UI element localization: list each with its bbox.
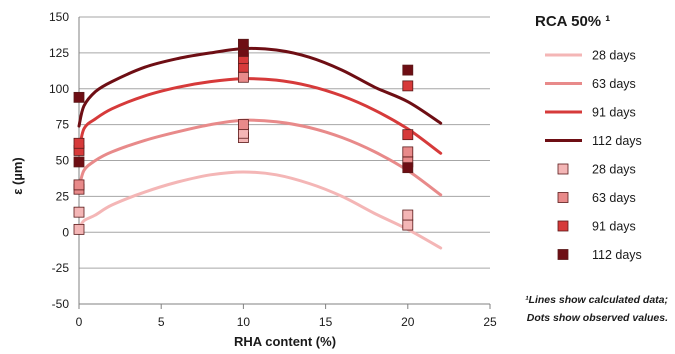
legend-label: 91 days bbox=[592, 220, 636, 234]
y-tick-label: -25 bbox=[52, 261, 70, 275]
data-point-series-1 bbox=[402, 209, 414, 221]
data-point-series-1 bbox=[73, 206, 85, 218]
x-tick-label: 15 bbox=[319, 315, 333, 329]
axes bbox=[78, 17, 491, 309]
data-point-series-2 bbox=[73, 179, 85, 191]
legend-label: 91 days bbox=[592, 106, 636, 120]
note: ¹Lines show calculated data; Dots show o… bbox=[525, 294, 668, 324]
x-tick-label: 0 bbox=[76, 315, 83, 329]
data-point-series-4 bbox=[402, 64, 414, 76]
line-series-1 bbox=[77, 170, 443, 250]
data-point-series-4 bbox=[402, 162, 414, 174]
x-axis-label: RHA content (%) bbox=[234, 334, 336, 349]
legend-point-swatch bbox=[557, 249, 569, 260]
tick-labels: -50 -25 0 25 50 75 100 125 150 0 5 10 15 20 25 bbox=[49, 10, 497, 329]
y-tick-label: 25 bbox=[56, 189, 70, 203]
line-series-4 bbox=[77, 46, 443, 128]
line-series-3 bbox=[77, 77, 443, 155]
line-series-group bbox=[77, 46, 443, 250]
y-tick-label: -50 bbox=[52, 297, 70, 311]
data-point-series-4 bbox=[237, 38, 249, 50]
y-axis-label: ε (µm) bbox=[10, 157, 25, 195]
data-point-series-1 bbox=[402, 219, 414, 231]
legend-label: 112 days bbox=[592, 134, 642, 148]
x-tick-label: 10 bbox=[237, 315, 251, 329]
data-point-series-3 bbox=[402, 129, 414, 141]
legend-label: 63 days bbox=[592, 77, 636, 91]
y-tick-label: 100 bbox=[49, 82, 69, 96]
data-point-series-4 bbox=[73, 91, 85, 103]
y-tick-label: 50 bbox=[56, 154, 70, 168]
data-point-series-2 bbox=[237, 119, 249, 131]
legend-point-swatch bbox=[557, 163, 569, 175]
data-point-series-2 bbox=[237, 71, 249, 83]
legend-point-swatch bbox=[557, 220, 569, 232]
y-tick-label: 0 bbox=[62, 225, 69, 239]
legend-title: RCA 50% ¹ bbox=[535, 13, 610, 30]
data-point-series-1 bbox=[73, 223, 85, 235]
line-series-2 bbox=[77, 118, 443, 197]
data-point-series-4 bbox=[73, 156, 85, 168]
legend-point-swatch bbox=[557, 192, 569, 203]
legend-label: 63 days bbox=[592, 191, 636, 205]
point-series-group bbox=[73, 38, 414, 235]
note-line-2: Dots show observed values. bbox=[527, 312, 668, 324]
legend-label: 28 days bbox=[592, 163, 636, 177]
data-point-series-2 bbox=[402, 146, 414, 158]
x-tick-label: 25 bbox=[483, 315, 497, 329]
note-line-1: ¹Lines show calculated data; bbox=[525, 294, 668, 306]
y-tick-label: 125 bbox=[49, 46, 69, 60]
data-point-series-3 bbox=[402, 80, 414, 92]
x-tick-label: 20 bbox=[401, 315, 415, 329]
gridlines bbox=[79, 16, 490, 305]
x-tick-label: 5 bbox=[158, 315, 165, 329]
y-tick-label: 150 bbox=[49, 10, 69, 24]
legend-label: 28 days bbox=[592, 49, 636, 63]
legend-label: 112 days bbox=[592, 248, 642, 262]
legend: RCA 50% ¹ 28 days 63 days 91 days 112 days 2… bbox=[535, 13, 642, 262]
data-point-series-3 bbox=[73, 137, 85, 149]
y-tick-label: 75 bbox=[56, 118, 70, 132]
